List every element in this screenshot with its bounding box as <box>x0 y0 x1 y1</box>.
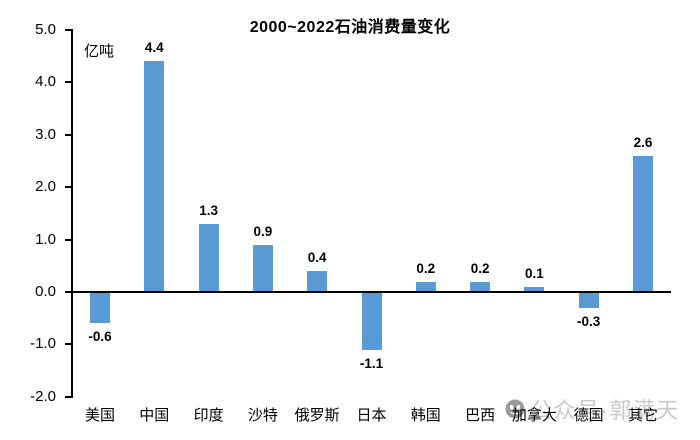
y-axis-tick-label: 2.0 <box>35 178 56 196</box>
bar-data-label: 0.2 <box>416 260 436 276</box>
bar-data-label: -0.3 <box>577 313 601 329</box>
x-axis-category-label: 德国 <box>573 407 604 424</box>
bar <box>307 271 328 292</box>
x-axis-category-label: 沙特 <box>247 407 278 424</box>
chart-title: 2000~2022石油消费量变化 <box>249 19 451 36</box>
bar <box>252 244 273 292</box>
x-axis-category-label: 巴西 <box>465 407 496 424</box>
y-axis-tick-label: 3.0 <box>35 125 56 143</box>
bar <box>144 61 165 292</box>
bar-data-label: 0.1 <box>525 265 544 281</box>
y-axis-unit-label: 亿吨 <box>84 43 115 60</box>
x-axis-category-label: 韩国 <box>410 407 441 424</box>
bar <box>470 281 491 292</box>
y-axis-tick-mark <box>65 291 72 293</box>
y-axis-line <box>71 29 73 398</box>
x-axis-category-label: 印度 <box>193 407 224 424</box>
bar-data-label: -0.6 <box>88 329 112 345</box>
y-axis-tick-label: -1.0 <box>30 335 56 353</box>
y-axis-tick-mark <box>65 238 72 241</box>
x-axis-category-label: 美国 <box>84 407 115 424</box>
x-axis-category-label: 其它 <box>627 407 658 424</box>
bar-data-label: 1.3 <box>199 202 218 218</box>
x-axis-category-label: 中国 <box>139 407 170 424</box>
bar-data-label: -1.1 <box>359 355 384 371</box>
x-axis-category-label: 日本 <box>356 407 387 424</box>
x-axis-category-label: 俄罗斯 <box>294 407 340 424</box>
y-axis-tick-label: 4.0 <box>35 73 56 91</box>
y-axis-tick-mark <box>65 343 72 346</box>
y-axis-tick-label: 5.0 <box>35 20 56 38</box>
bar <box>361 292 382 350</box>
y-axis-tick-mark <box>65 133 72 136</box>
bar-data-label: 0.9 <box>253 223 273 239</box>
y-axis-tick-mark <box>65 186 72 189</box>
bar <box>415 281 436 292</box>
bar <box>633 155 653 292</box>
bar <box>198 223 219 292</box>
y-axis-tick-label: -2.0 <box>30 387 56 405</box>
y-axis-tick-mark <box>65 28 72 31</box>
bar <box>90 292 110 324</box>
bar <box>578 292 599 308</box>
bar-data-label: 0.4 <box>307 250 327 266</box>
bar-data-label: 0.2 <box>470 260 490 276</box>
y-axis-tick-mark <box>65 395 72 398</box>
bar-data-label: 2.6 <box>633 134 653 150</box>
y-axis-tick-label: 0.0 <box>35 283 56 300</box>
y-axis-tick-mark <box>65 81 72 84</box>
x-axis-zero-line <box>71 291 671 293</box>
y-axis-tick-label: 1.0 <box>35 230 56 248</box>
bar-data-label: 4.4 <box>144 40 164 56</box>
bar <box>524 286 545 292</box>
